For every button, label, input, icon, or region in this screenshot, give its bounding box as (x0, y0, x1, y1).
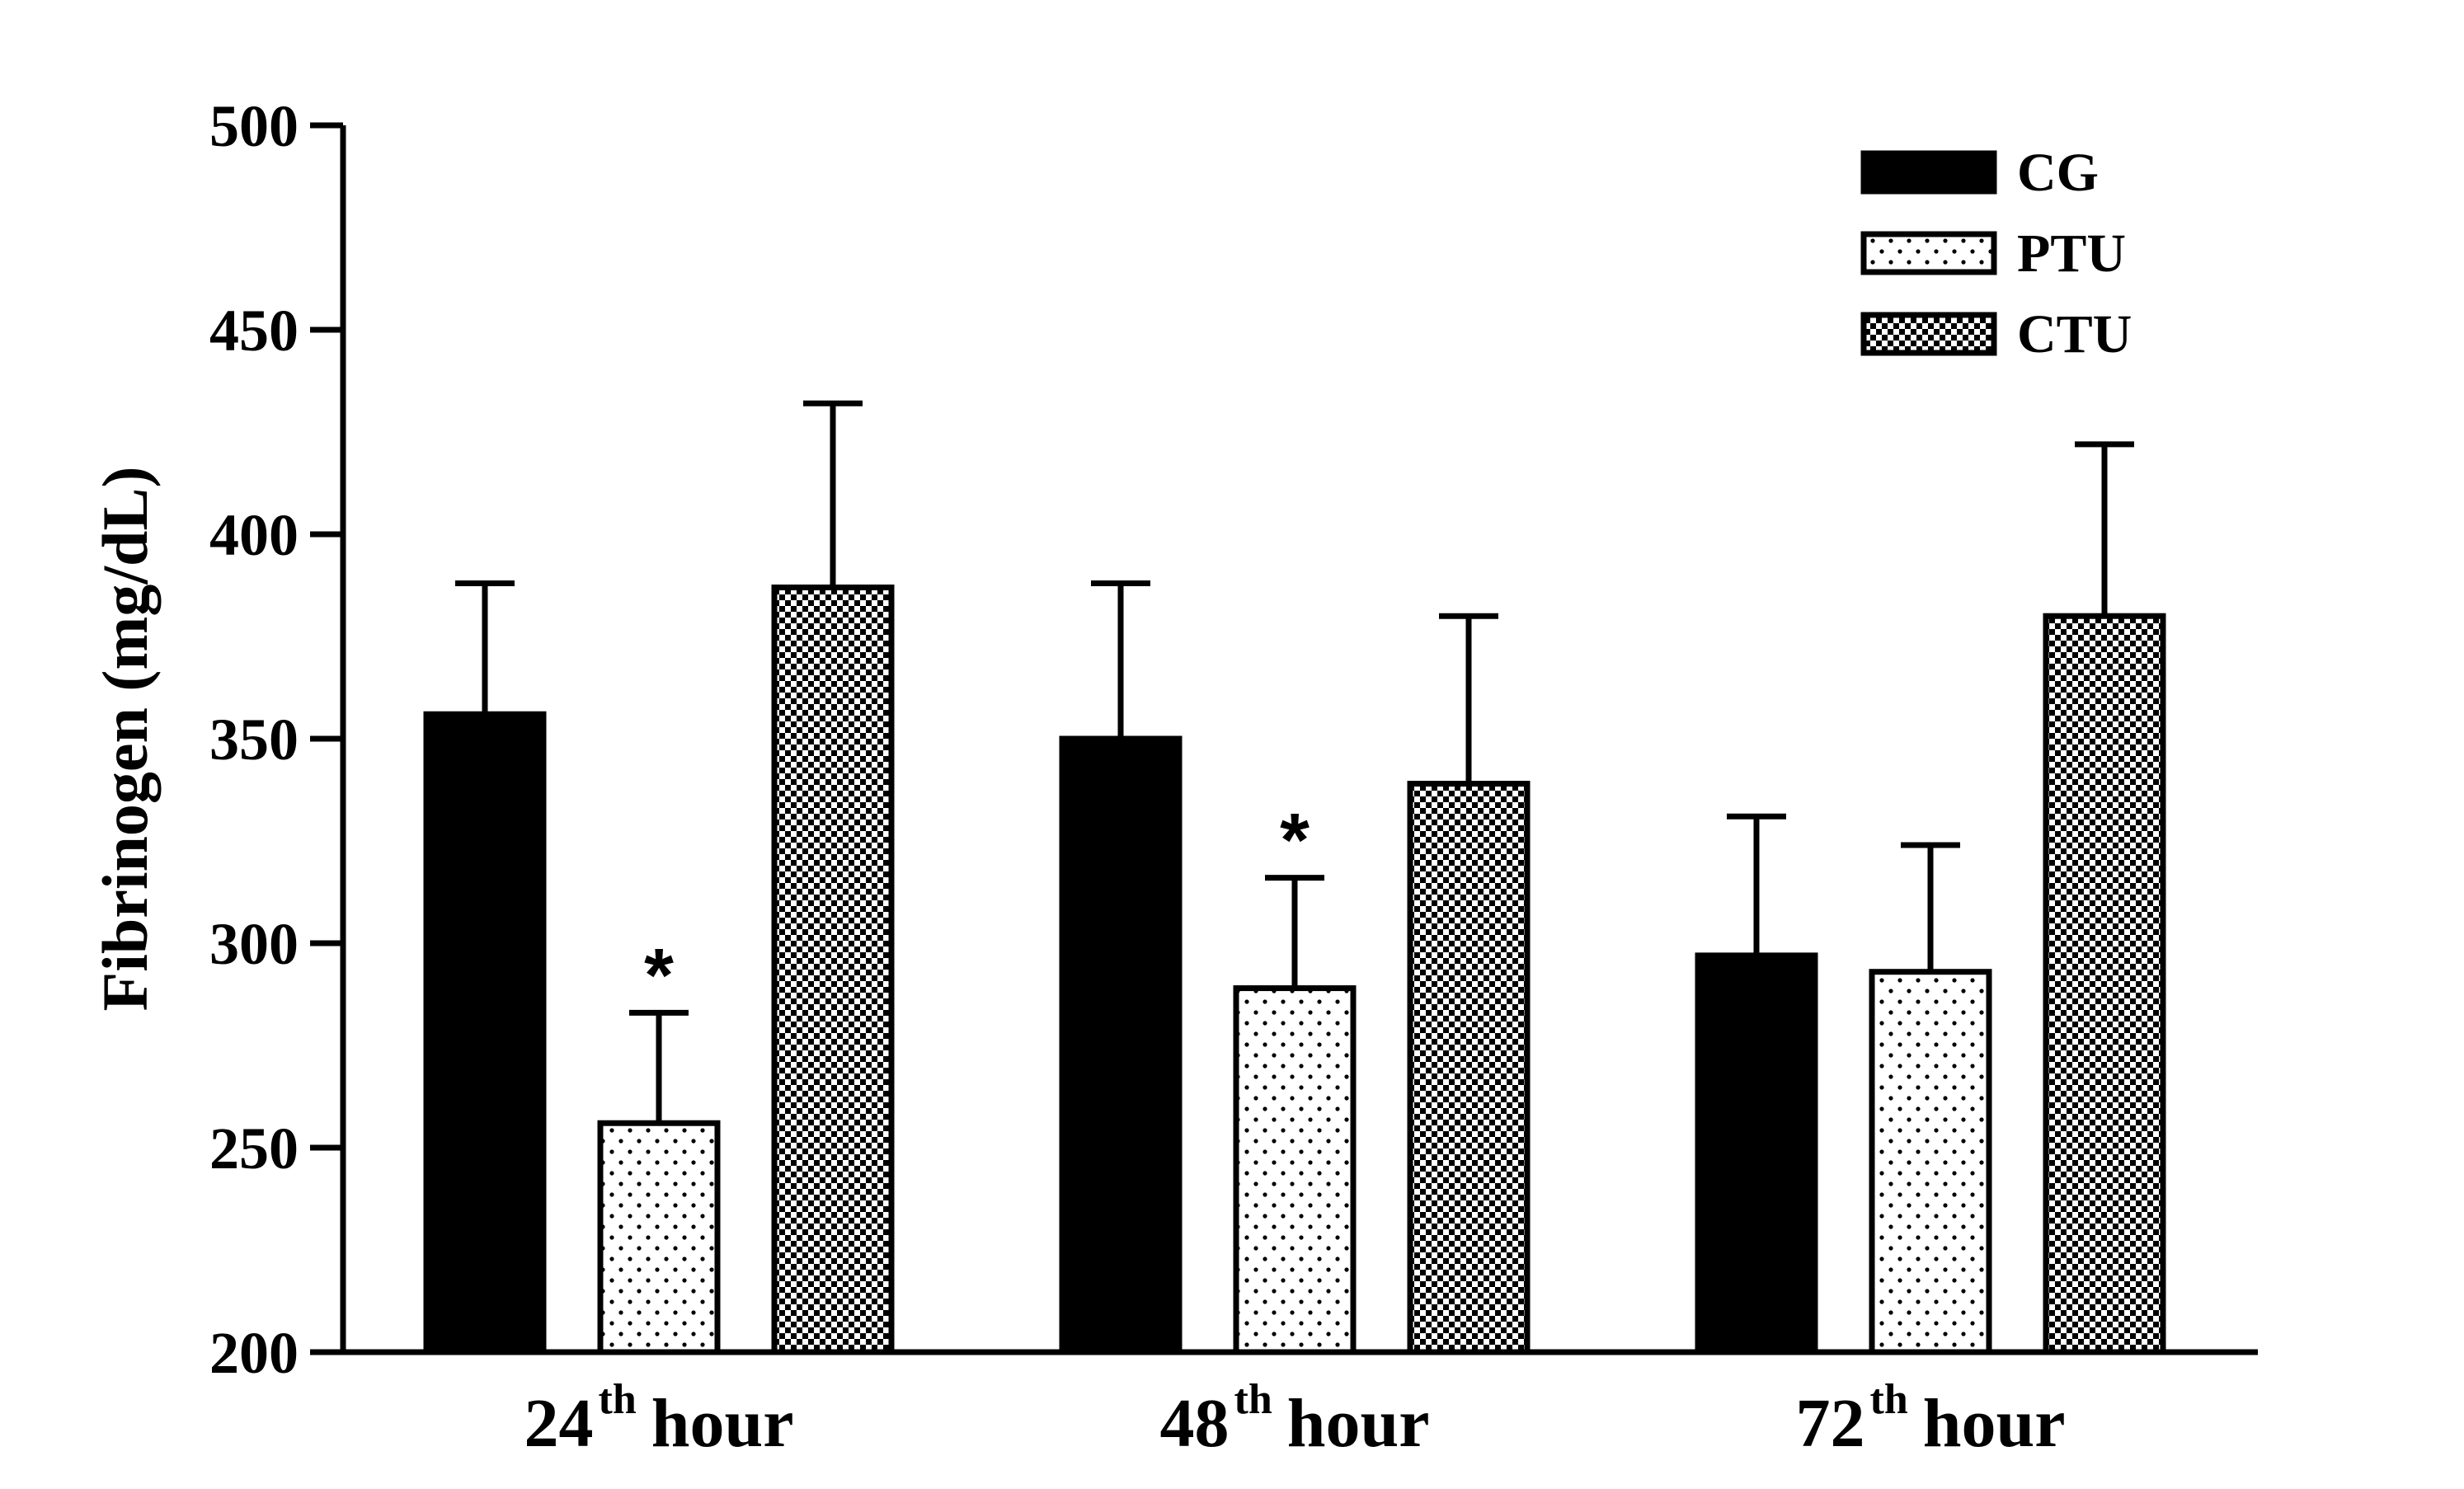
legend-label-ctu: CTU (2017, 304, 2132, 364)
legend-swatch-ctu (1860, 312, 1997, 356)
bar-ctu-1 (1407, 781, 1531, 1355)
y-axis-ticks: 200 250 300 350 400 450 500 (209, 93, 343, 1386)
bar-cg-2 (1695, 952, 1818, 1355)
y-tick-label: 400 (209, 502, 299, 568)
legend-swatch-cg (1860, 150, 1997, 195)
y-tick-label: 300 (209, 911, 299, 977)
bar-ptu-2 (1869, 969, 1992, 1355)
y-tick-label: 250 (209, 1116, 299, 1181)
y-tick-label: 200 (209, 1320, 299, 1386)
y-tick-label: 500 (209, 93, 299, 159)
legend-swatch-ptu (1860, 231, 1997, 275)
significance-asterisk: * (1280, 799, 1310, 883)
bar-ptu-1 (1233, 985, 1357, 1355)
bar-ctu-2 (2043, 613, 2166, 1355)
bar-cg-1 (1059, 735, 1183, 1355)
legend-label-ptu: PTU (2017, 223, 2126, 284)
legend-label-cg: CG (2017, 143, 2099, 203)
bar-ptu-0 (597, 1120, 721, 1355)
bar-ctu-0 (771, 584, 895, 1355)
legend: CG PTU CTU (1860, 143, 2132, 364)
y-axis-title: Fibrinogen (mg/dL) (89, 467, 161, 1012)
y-tick-label: 350 (209, 707, 299, 773)
y-tick-label: 450 (209, 298, 299, 364)
significance-asterisk: * (644, 933, 674, 1017)
bar-cg-0 (423, 711, 547, 1355)
significance-markers: ** (644, 799, 1310, 1018)
